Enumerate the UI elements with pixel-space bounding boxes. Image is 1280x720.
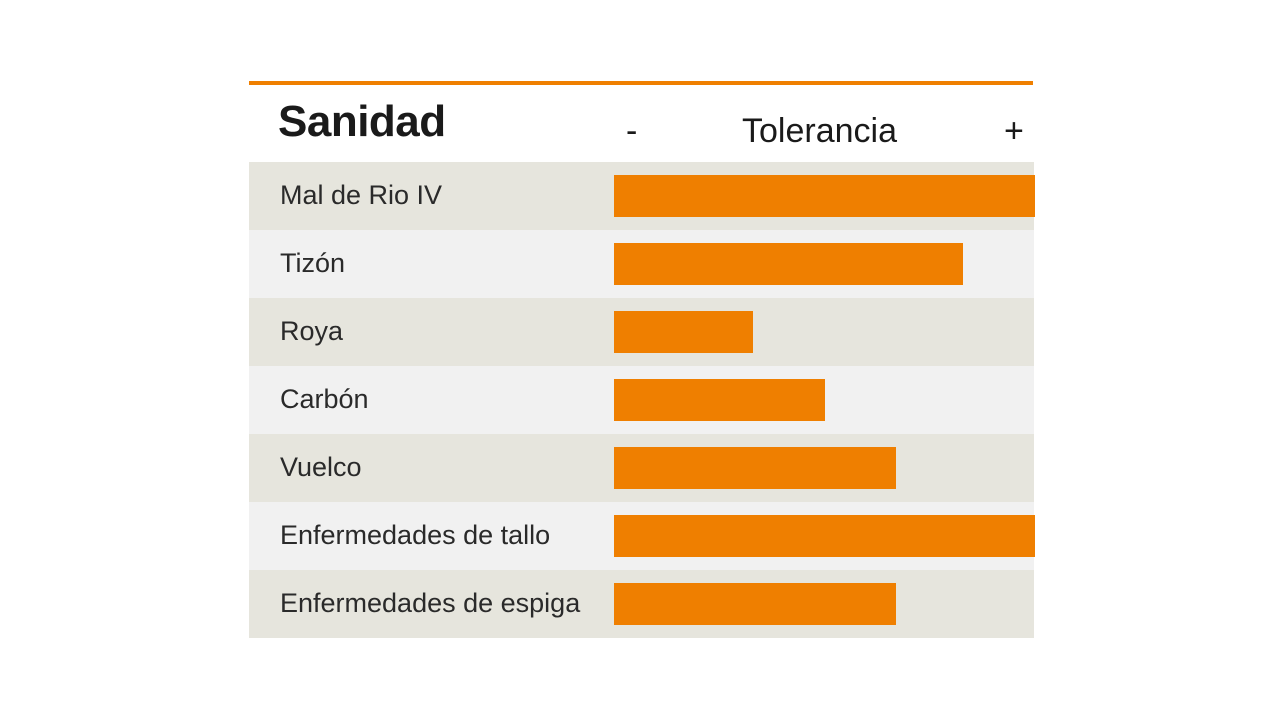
chart-row: Enfermedades de tallo	[249, 502, 1035, 570]
category-label: Vuelco	[280, 452, 362, 482]
tolerance-bar	[614, 379, 825, 421]
chart-rows: Mal de Rio IV Tizón Roya Carbón Vuelco Enferm…	[249, 162, 1035, 638]
tolerance-bar	[614, 175, 1035, 217]
tolerance-bar	[614, 243, 963, 285]
chart-row: Roya	[249, 298, 1034, 366]
scale-max-label: +	[1004, 112, 1024, 150]
tolerance-chart: Sanidad - Tolerancia + Mal de Rio IV Tizó…	[249, 81, 1035, 641]
category-label: Carbón	[280, 384, 369, 414]
category-label: Enfermedades de tallo	[280, 520, 551, 550]
category-label: Tizón	[280, 248, 346, 278]
chart-row: Enfermedades de espiga	[249, 570, 1034, 638]
chart-row: Tizón	[249, 230, 1034, 298]
scale-min-label: -	[626, 112, 638, 150]
category-label: Enfermedades de espiga	[280, 588, 581, 618]
category-label: Mal de Rio IV	[280, 180, 443, 210]
chart-row: Vuelco	[249, 434, 1034, 502]
tolerance-bar	[614, 447, 896, 489]
category-label: Roya	[280, 316, 344, 346]
tolerance-bar	[614, 515, 1035, 557]
chart-row: Carbón	[249, 366, 1034, 434]
top-rule	[249, 81, 1033, 85]
tolerance-bar	[614, 583, 896, 625]
tolerance-bar	[614, 311, 753, 353]
chart-title: Sanidad	[278, 97, 446, 146]
scale-label: Tolerancia	[742, 112, 897, 150]
chart-row: Mal de Rio IV	[249, 162, 1035, 230]
